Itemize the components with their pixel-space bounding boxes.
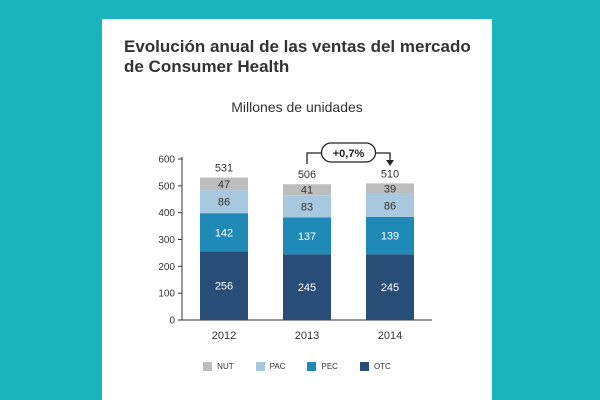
data-label-otc: 256 [215,281,233,293]
legend-swatch [255,362,265,371]
legend-swatch [307,362,317,371]
y-tick-label: 0 [169,316,175,327]
bar-segment-pac [283,195,331,218]
bar-segment-nut [283,184,331,196]
annotation-pill [320,142,377,163]
data-label-otc: 245 [298,282,316,294]
data-label-pec: 139 [381,231,399,243]
y-tick-label: 500 [158,181,175,192]
y-tick-label: 400 [158,208,175,219]
data-label-pac: 83 [301,201,313,213]
bar-segment-pec [283,217,331,255]
legend-swatch [359,362,369,371]
chart-card: Evolución anual de las ventas del mercad… [102,19,492,400]
stacked-bar-chart: 0 100 200 300 400 500 600 256 142 86 47 531 2012 245 1… [158,142,432,342]
bar-segment-pec [200,213,248,252]
bar-segment-pec [366,216,414,255]
data-label-nut: 39 [384,184,396,196]
total-label: 531 [215,163,233,175]
data-label-pac: 86 [218,197,230,209]
legend-label: OTC [373,362,391,371]
bar-segment-otc [366,254,414,320]
data-label-otc: 245 [381,282,399,294]
chart-title-line-1: Evolución anual de las ventas del mercad… [124,37,471,56]
data-label-nut: 41 [301,185,313,197]
x-tick-label: 2014 [378,330,402,342]
bar-segment-otc [200,251,248,320]
bar-segment-nut [200,177,248,191]
chart-title-line-2: de Consumer Health [124,57,290,76]
x-tick-label: 2013 [295,330,319,342]
bar-segment-pac [366,193,414,217]
legend-item-otc: OTC [359,362,391,371]
annotation-label: +0,7% [333,148,365,160]
chart-subtitle: Millones de unidades [231,99,363,115]
y-tick-label: 200 [158,262,175,273]
legend-item-nut: NUT [203,362,234,371]
chart-legend: NUT PAC PEC OTC [102,362,492,371]
legend-label: PAC [269,362,286,371]
y-tick-label: 600 [158,155,175,166]
bar-segment-pac [200,190,248,214]
legend-swatch [203,362,213,371]
bar-segment-otc [283,254,331,320]
bar-segment-nut [366,183,414,194]
x-tick-label: 2012 [212,330,236,342]
annotation-arrow-icon [386,160,394,166]
data-label-pec: 137 [298,231,316,243]
y-tick-label: 100 [158,289,175,300]
data-label-pec: 142 [215,227,233,239]
y-tick-label: 300 [158,235,175,246]
legend-label: NUT [217,362,234,371]
total-label: 506 [298,169,316,181]
legend-item-pac: PAC [255,362,286,371]
chart-title: Evolución anual de las ventas del mercad… [124,37,484,77]
legend-label: PEC [321,362,338,371]
data-label-nut: 47 [218,179,230,191]
total-label: 510 [381,168,399,180]
data-label-pac: 86 [384,200,396,212]
legend-item-pec: PEC [307,362,338,371]
